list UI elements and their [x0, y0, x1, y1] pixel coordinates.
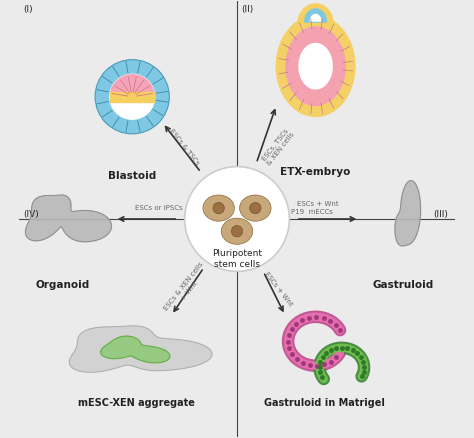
Ellipse shape — [109, 74, 155, 120]
Polygon shape — [310, 14, 321, 21]
Text: Pluripotent
stem cells: Pluripotent stem cells — [212, 249, 262, 269]
Polygon shape — [298, 4, 333, 24]
Polygon shape — [110, 75, 154, 97]
Text: Organoid: Organoid — [35, 280, 90, 290]
Text: Gastruloid: Gastruloid — [372, 280, 434, 290]
Text: ESCs + Wnt: ESCs + Wnt — [297, 201, 338, 207]
Polygon shape — [100, 336, 170, 363]
Polygon shape — [299, 43, 332, 89]
Polygon shape — [110, 97, 154, 102]
Text: Gastruloid in Matrigel: Gastruloid in Matrigel — [264, 398, 385, 408]
Polygon shape — [276, 16, 355, 117]
Circle shape — [231, 226, 243, 237]
Polygon shape — [110, 92, 154, 99]
Text: ETX-embryo: ETX-embryo — [281, 166, 351, 177]
Text: ESCs & TSCs: ESCs & TSCs — [169, 128, 201, 166]
Text: (I): (I) — [23, 5, 33, 14]
Text: (IV): (IV) — [23, 210, 39, 219]
Circle shape — [213, 202, 224, 214]
Polygon shape — [305, 9, 327, 22]
Polygon shape — [26, 195, 111, 242]
Circle shape — [250, 202, 261, 214]
Text: ESCs, TSCs
& XEN cells: ESCs, TSCs & XEN cells — [261, 127, 296, 167]
Polygon shape — [395, 180, 420, 246]
Ellipse shape — [203, 195, 234, 221]
Text: (II): (II) — [241, 5, 254, 14]
Polygon shape — [286, 27, 345, 106]
Text: (III): (III) — [434, 210, 448, 219]
Text: P19  mECCs: P19 mECCs — [291, 209, 333, 215]
Text: Blastoid: Blastoid — [108, 171, 156, 181]
Ellipse shape — [240, 195, 271, 221]
Text: mESC-XEN aggregate: mESC-XEN aggregate — [78, 398, 195, 408]
Ellipse shape — [95, 60, 169, 134]
Circle shape — [184, 166, 290, 272]
Polygon shape — [69, 326, 212, 372]
Text: ESCs + Wnt: ESCs + Wnt — [263, 271, 294, 307]
Text: ESCs or iPSCs: ESCs or iPSCs — [135, 205, 182, 211]
Text: ESCs & XEN cells
+ Wnt: ESCs & XEN cells + Wnt — [164, 261, 210, 316]
Ellipse shape — [221, 218, 253, 244]
